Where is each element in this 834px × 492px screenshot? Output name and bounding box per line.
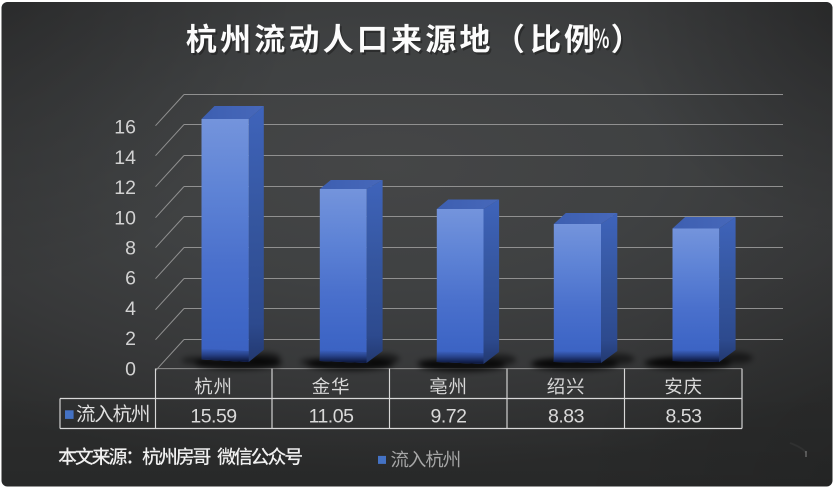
svg-text:11.05: 11.05 bbox=[309, 405, 355, 427]
svg-text:4: 4 bbox=[125, 298, 136, 320]
svg-text:8.83: 8.83 bbox=[548, 405, 584, 427]
svg-text:8.53: 8.53 bbox=[666, 405, 702, 427]
svg-text:9.72: 9.72 bbox=[431, 405, 467, 427]
svg-text:2: 2 bbox=[125, 328, 136, 350]
svg-text:12: 12 bbox=[114, 177, 136, 199]
svg-text:15.59: 15.59 bbox=[190, 405, 236, 427]
svg-text:14: 14 bbox=[114, 147, 136, 169]
svg-text:16: 16 bbox=[114, 117, 136, 139]
svg-text:8: 8 bbox=[125, 238, 136, 260]
svg-text:0: 0 bbox=[125, 358, 136, 380]
svg-text:6: 6 bbox=[125, 268, 136, 290]
svg-text:10: 10 bbox=[114, 207, 136, 229]
